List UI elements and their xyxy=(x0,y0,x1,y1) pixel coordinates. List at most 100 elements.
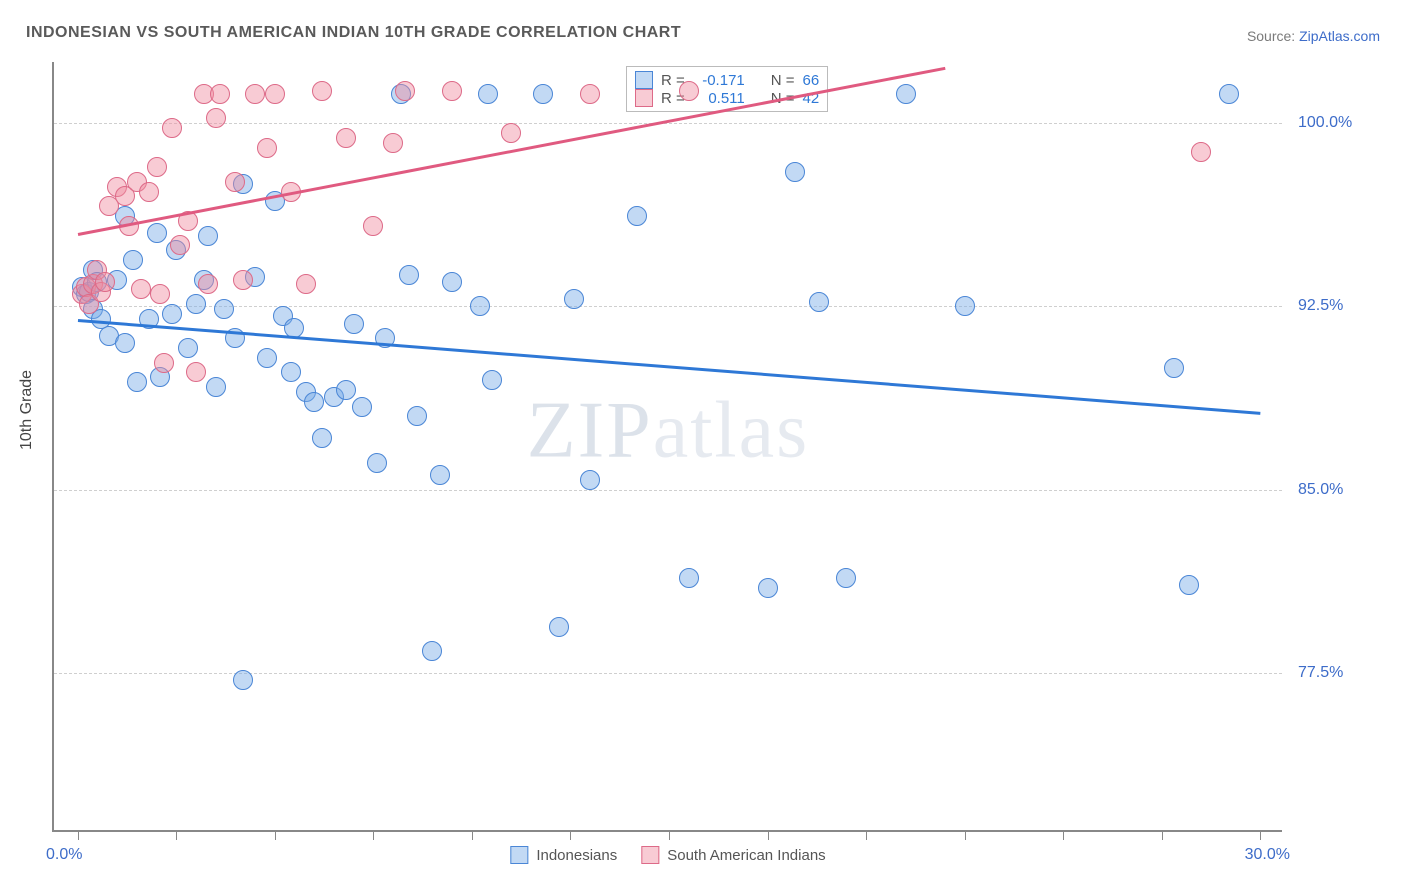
gridline xyxy=(54,123,1282,124)
scatter-point xyxy=(1219,84,1239,104)
source-attribution: Source: ZipAtlas.com xyxy=(1247,28,1380,44)
scatter-point xyxy=(336,380,356,400)
y-axis-title: 10th Grade xyxy=(18,370,36,450)
scatter-point xyxy=(1191,142,1211,162)
scatter-point xyxy=(214,299,234,319)
scatter-point xyxy=(127,372,147,392)
r-value: 0.511 xyxy=(693,90,745,107)
scatter-point xyxy=(580,84,600,104)
scatter-point xyxy=(139,182,159,202)
scatter-point xyxy=(186,294,206,314)
x-tick-mark xyxy=(176,830,177,840)
x-axis-label-min: 0.0% xyxy=(46,846,82,864)
source-link[interactable]: ZipAtlas.com xyxy=(1299,28,1380,44)
scatter-point xyxy=(123,250,143,270)
x-tick-mark xyxy=(1162,830,1163,840)
scatter-point xyxy=(147,157,167,177)
scatter-point xyxy=(809,292,829,312)
x-tick-mark xyxy=(768,830,769,840)
chart-title: INDONESIAN VS SOUTH AMERICAN INDIAN 10TH… xyxy=(26,24,681,42)
x-tick-mark xyxy=(373,830,374,840)
scatter-point xyxy=(395,81,415,101)
scatter-point xyxy=(896,84,916,104)
scatter-point xyxy=(533,84,553,104)
scatter-point xyxy=(363,216,383,236)
scatter-point xyxy=(399,265,419,285)
scatter-point xyxy=(336,128,356,148)
scatter-point xyxy=(478,84,498,104)
y-tick-label: 92.5% xyxy=(1298,297,1378,315)
scatter-point xyxy=(430,465,450,485)
scatter-point xyxy=(206,108,226,128)
x-tick-mark xyxy=(275,830,276,840)
scatter-point xyxy=(470,296,490,316)
scatter-point xyxy=(549,617,569,637)
scatter-point xyxy=(198,226,218,246)
correlation-legend-row: R =-0.171N =66 xyxy=(635,71,819,89)
scatter-point xyxy=(785,162,805,182)
scatter-point xyxy=(131,279,151,299)
y-tick-label: 100.0% xyxy=(1298,114,1378,132)
legend-item-sai: South American Indians xyxy=(641,846,825,864)
scatter-point xyxy=(407,406,427,426)
series-legend: Indonesians South American Indians xyxy=(510,846,825,864)
scatter-point xyxy=(210,84,230,104)
x-tick-mark xyxy=(472,830,473,840)
scatter-point xyxy=(679,81,699,101)
scatter-point xyxy=(442,272,462,292)
scatter-point xyxy=(344,314,364,334)
trend-line xyxy=(78,319,1261,414)
scatter-point xyxy=(836,568,856,588)
r-value: -0.171 xyxy=(693,72,745,89)
watermark-atlas: atlas xyxy=(653,386,810,474)
x-tick-mark xyxy=(1063,830,1064,840)
legend-label-sai: South American Indians xyxy=(667,847,825,864)
scatter-point xyxy=(225,172,245,192)
x-tick-mark xyxy=(78,830,79,840)
scatter-point xyxy=(580,470,600,490)
y-tick-label: 77.5% xyxy=(1298,664,1378,682)
scatter-point xyxy=(383,133,403,153)
x-tick-mark xyxy=(866,830,867,840)
scatter-point xyxy=(257,348,277,368)
scatter-point xyxy=(206,377,226,397)
scatter-point xyxy=(154,353,174,373)
watermark: ZIPatlas xyxy=(527,385,810,476)
scatter-point xyxy=(312,81,332,101)
gridline xyxy=(54,306,1282,307)
x-tick-mark xyxy=(1260,830,1261,840)
scatter-point xyxy=(147,223,167,243)
scatter-point xyxy=(170,235,190,255)
x-tick-mark xyxy=(570,830,571,840)
scatter-point xyxy=(186,362,206,382)
scatter-point xyxy=(1179,575,1199,595)
scatter-point xyxy=(162,304,182,324)
legend-swatch-indonesians xyxy=(510,846,528,864)
scatter-point xyxy=(296,274,316,294)
scatter-point xyxy=(198,274,218,294)
scatter-point xyxy=(95,272,115,292)
legend-label-indonesians: Indonesians xyxy=(536,847,617,864)
scatter-point xyxy=(233,270,253,290)
scatter-point xyxy=(233,670,253,690)
scatter-point xyxy=(758,578,778,598)
scatter-point xyxy=(162,118,182,138)
scatter-point xyxy=(178,338,198,358)
scatter-point xyxy=(115,333,135,353)
x-tick-mark xyxy=(669,830,670,840)
plot-area: ZIPatlas 0.0% 30.0% R =-0.171N =66R =0.5… xyxy=(52,62,1282,832)
gridline xyxy=(54,490,1282,491)
scatter-point xyxy=(265,84,285,104)
scatter-point xyxy=(501,123,521,143)
scatter-point xyxy=(312,428,332,448)
scatter-point xyxy=(422,641,442,661)
y-tick-label: 85.0% xyxy=(1298,481,1378,499)
scatter-point xyxy=(367,453,387,473)
scatter-point xyxy=(564,289,584,309)
watermark-zip: ZIP xyxy=(527,386,653,474)
legend-swatch xyxy=(635,71,653,89)
legend-item-indonesians: Indonesians xyxy=(510,846,617,864)
scatter-point xyxy=(281,362,301,382)
n-label: N = xyxy=(771,72,795,89)
legend-swatch xyxy=(635,89,653,107)
